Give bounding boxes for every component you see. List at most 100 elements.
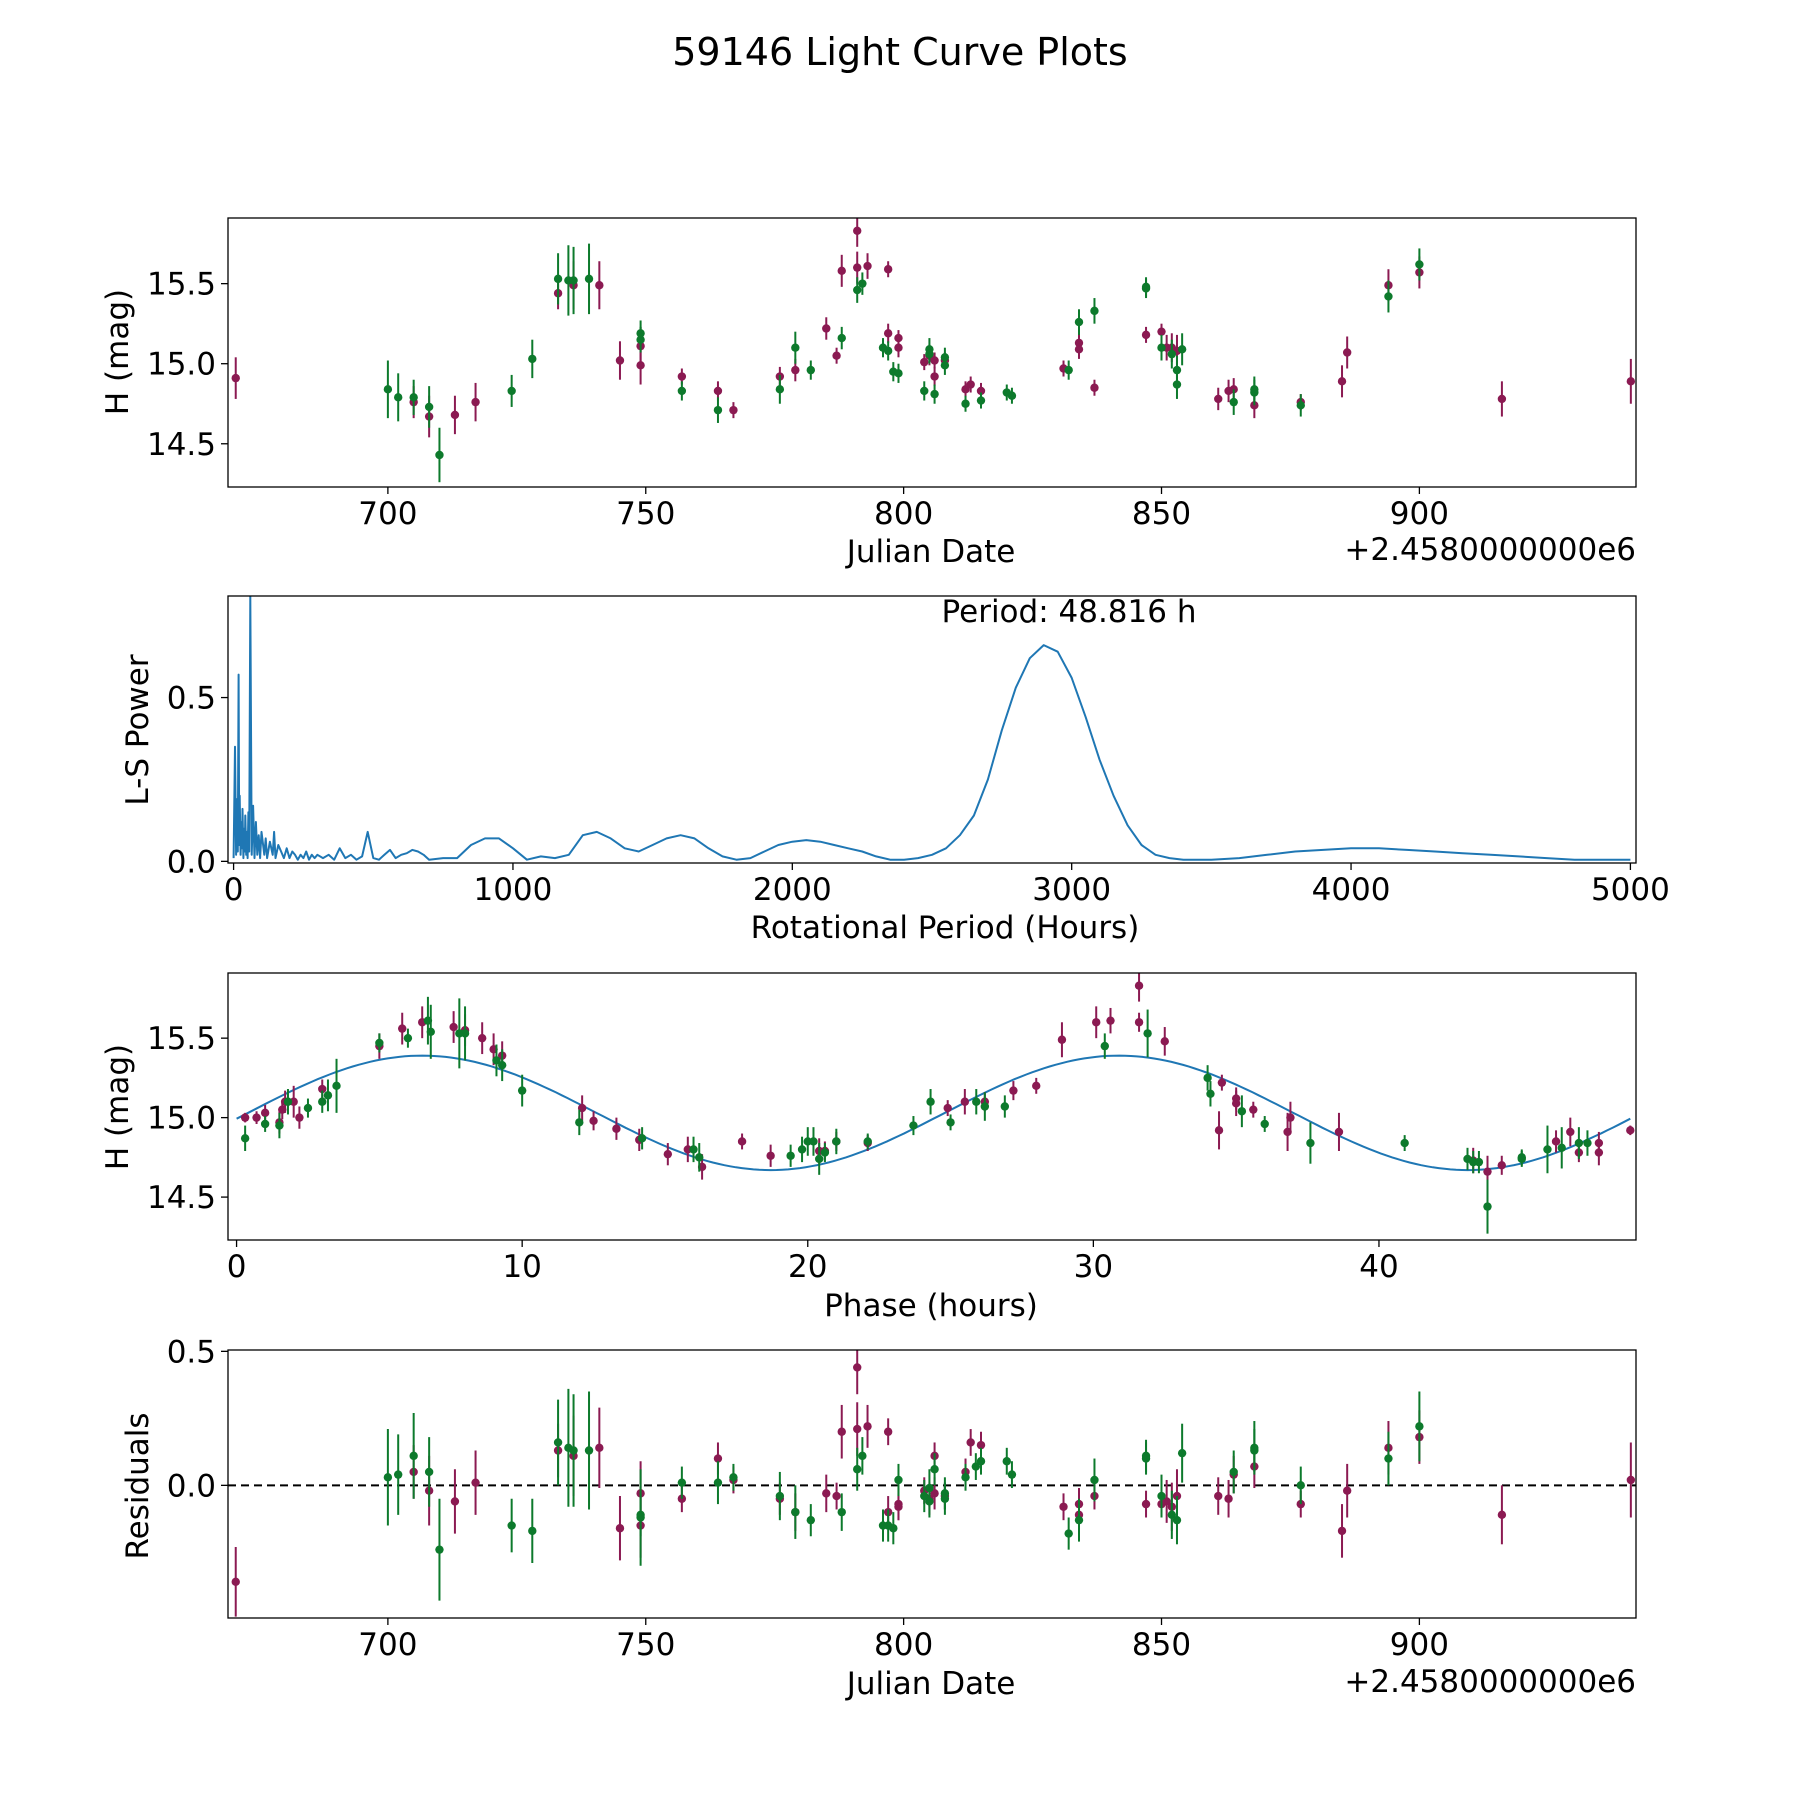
phase-fold-green-point — [1306, 1138, 1315, 1148]
residuals-maroon-point — [837, 1427, 846, 1436]
phase-fold-green-point — [1206, 1089, 1215, 1098]
phase-fold-maroon-point — [1160, 1037, 1169, 1046]
light-curve-x-label: Julian Date — [845, 534, 1016, 570]
phase-fold-maroon-point — [295, 1113, 304, 1122]
phase-fold-green-point — [403, 1033, 413, 1043]
phase-fold-y-label: H (mag) — [100, 1044, 136, 1170]
phase-fold-green-point — [695, 1153, 704, 1162]
phase-fold-green-point — [832, 1137, 841, 1146]
periodogram-x-tick-label: 3000 — [1032, 872, 1111, 908]
light-curve-green-point — [713, 405, 723, 415]
phase-fold-maroon-point — [1566, 1127, 1575, 1137]
light-curve-maroon-point — [930, 356, 939, 365]
phase-fold-x-tick-label: 20 — [788, 1249, 827, 1285]
residuals-green-point — [1250, 1443, 1259, 1453]
residuals-x-tick-label: 750 — [616, 1627, 675, 1663]
residuals-x-tick-label: 850 — [1132, 1627, 1191, 1663]
residuals-maroon-point — [822, 1489, 831, 1498]
phase-fold-green-point — [637, 1134, 647, 1143]
phase-fold-maroon-point — [1497, 1161, 1506, 1170]
residuals-green-point — [976, 1457, 986, 1466]
residuals-y-tick-label: 0.0 — [167, 1468, 216, 1504]
light-curve-green-point — [920, 386, 929, 396]
light-curve-maroon-point — [615, 356, 625, 365]
phase-fold-maroon-point — [240, 1113, 250, 1122]
phase-fold-green-point — [240, 1134, 250, 1143]
residuals-offset-label: +2.4580000000e6 — [1344, 1664, 1636, 1700]
periodogram-x-tick-label: 1000 — [473, 872, 552, 908]
residuals-green-point — [1167, 1510, 1177, 1520]
residuals-maroon-point — [1296, 1499, 1305, 1509]
light-curve-maroon-point — [450, 410, 460, 420]
residuals-green-point — [1177, 1448, 1187, 1458]
light-curve-maroon-point — [894, 343, 903, 352]
light-curve-maroon-point — [1342, 348, 1352, 357]
residuals-green-point — [858, 1451, 867, 1461]
periodogram-y-label: L-S Power — [120, 654, 156, 805]
light-curve-maroon-point — [863, 261, 872, 271]
phase-fold-maroon-point — [1286, 1113, 1295, 1122]
phase-fold-green-point — [1574, 1138, 1584, 1148]
phase-fold-panel: H (mag) Phase (hours) 0 10 20 30 40 14.5 15.0 1… — [100, 972, 1637, 1324]
residuals-x-label: Julian Date — [845, 1666, 1016, 1702]
light-curve-offset-label: +2.4580000000e6 — [1344, 532, 1636, 568]
light-curve-y-label: H (mag) — [100, 289, 136, 415]
light-curve-green-point — [584, 274, 594, 284]
phase-fold-green-point — [318, 1097, 327, 1106]
phase-fold-maroon-point — [1217, 1078, 1227, 1087]
phase-fold-green-point — [303, 1103, 313, 1113]
residuals-x-tick-label: 700 — [358, 1627, 417, 1663]
phase-fold-x-tick-label: 30 — [1074, 1249, 1113, 1285]
residuals-maroon-point — [853, 1363, 862, 1372]
residuals-green-point — [729, 1473, 738, 1482]
residuals-maroon-point — [1141, 1499, 1151, 1509]
light-curve-green-point — [1250, 388, 1259, 397]
phase-fold-maroon-point — [943, 1103, 952, 1113]
light-curve-green-point — [528, 354, 537, 364]
light-curve-green-point — [853, 285, 862, 295]
phase-fold-green-point — [1100, 1041, 1109, 1051]
light-curve-green-point — [1167, 349, 1177, 359]
light-curve-maroon-point — [976, 386, 986, 396]
light-curve-green-point — [424, 402, 434, 412]
residuals-green-point — [1141, 1451, 1151, 1461]
light-curve-green-point — [1415, 260, 1424, 269]
residuals-green-point — [961, 1473, 970, 1482]
periodogram-x-tick-label: 4000 — [1312, 872, 1391, 908]
light-curve-green-point — [837, 333, 846, 343]
phase-fold-green-point — [260, 1119, 270, 1129]
residuals-green-point — [971, 1462, 981, 1471]
phase-fold-fit-curve — [236, 1054, 1631, 1172]
phase-fold-data-group — [236, 973, 1635, 1234]
residuals-maroon-point — [1059, 1502, 1068, 1511]
phase-fold-y-tick-label: 15.5 — [147, 1021, 216, 1057]
periodogram-y-tick-label: 0.0 — [167, 844, 216, 880]
residuals-green-point — [1157, 1491, 1166, 1501]
residuals-green-point — [507, 1521, 516, 1530]
light-curve-x-tick-label: 800 — [874, 496, 933, 532]
residuals-green-point — [435, 1545, 444, 1554]
residuals-maroon-point — [1342, 1486, 1352, 1495]
light-curve-y-tick-label: 15.5 — [147, 267, 216, 303]
residuals-green-point — [775, 1491, 785, 1501]
light-curve-maroon-point — [1074, 338, 1084, 348]
phase-fold-maroon-point — [1134, 1018, 1144, 1027]
residuals-green-point — [528, 1526, 537, 1536]
phase-fold-green-point — [1557, 1143, 1566, 1153]
phase-fold-x-tick-label: 0 — [227, 1249, 247, 1285]
phase-fold-maroon-point — [766, 1151, 775, 1160]
light-curve-maroon-point — [883, 265, 893, 274]
light-curve-maroon-point — [471, 397, 480, 407]
light-curve-maroon-point — [595, 281, 604, 290]
residuals-green-point — [930, 1465, 939, 1474]
phase-fold-green-point — [1237, 1107, 1247, 1116]
residuals-green-point — [553, 1438, 563, 1447]
light-curve-green-point — [1157, 343, 1166, 352]
phase-fold-maroon-point — [1551, 1137, 1561, 1146]
light-curve-green-point — [925, 349, 934, 359]
phase-fold-green-point — [863, 1137, 872, 1146]
light-curve-green-point — [1090, 306, 1099, 316]
periodogram-axes-frame — [227, 595, 1637, 864]
phase-fold-maroon-point — [398, 1024, 407, 1033]
residuals-data-group — [228, 1350, 1636, 1617]
